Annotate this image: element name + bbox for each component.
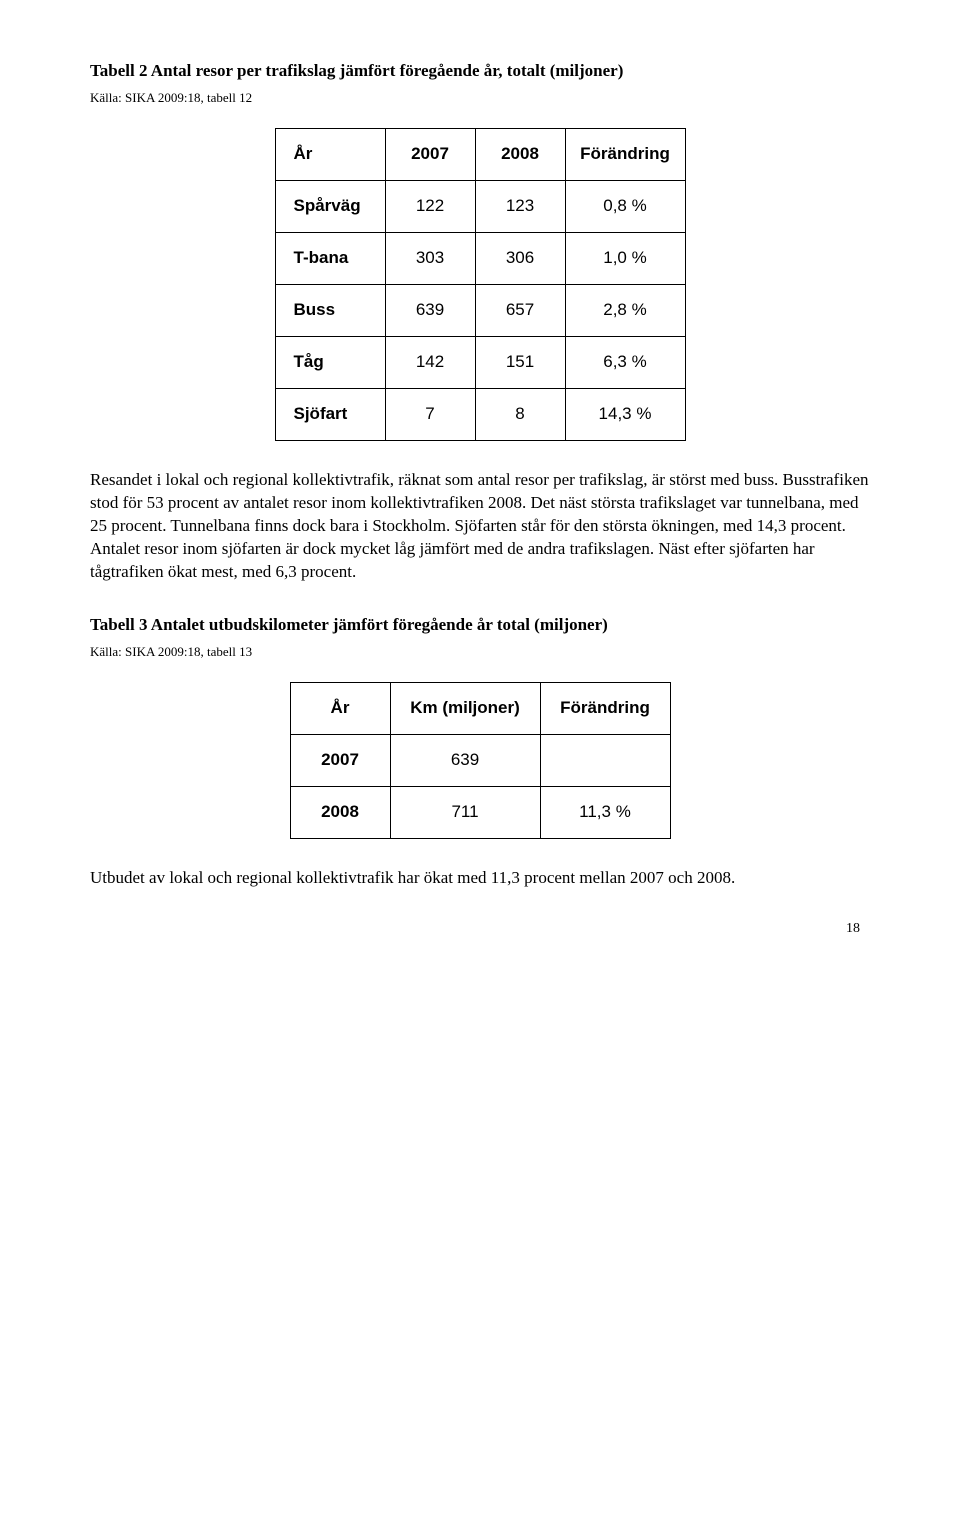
cell-2007: 122: [385, 181, 475, 233]
table1-title: Tabell 2 Antal resor per trafikslag jämf…: [90, 60, 870, 83]
table-row: 2007 639: [290, 735, 670, 787]
table2-title: Tabell 3 Antalet utbudskilometer jämfört…: [90, 614, 870, 637]
cell-change: 6,3 %: [565, 337, 685, 389]
table-row: Tåg 142 151 6,3 %: [275, 337, 685, 389]
table-row: 2008 711 11,3 %: [290, 787, 670, 839]
table-row: T-bana 303 306 1,0 %: [275, 233, 685, 285]
cell-label: Spårväg: [275, 181, 385, 233]
cell-2007: 639: [385, 285, 475, 337]
cell-2007: 7: [385, 389, 475, 441]
table1-header-year: År: [275, 129, 385, 181]
table-row: År Km (miljoner) Förändring: [290, 683, 670, 735]
cell-2008: 8: [475, 389, 565, 441]
page-number: 18: [90, 920, 870, 939]
cell-change: 1,0 %: [565, 233, 685, 285]
table1: År 2007 2008 Förändring Spårväg 122 123 …: [275, 128, 686, 441]
paragraph-1: Resandet i lokal och regional kollektivt…: [90, 469, 870, 584]
cell-label: T-bana: [275, 233, 385, 285]
cell-2008: 306: [475, 233, 565, 285]
table-row: Buss 639 657 2,8 %: [275, 285, 685, 337]
cell-label: Buss: [275, 285, 385, 337]
cell-2008: 123: [475, 181, 565, 233]
cell-year: 2007: [290, 735, 390, 787]
table1-source: Källa: SIKA 2009:18, tabell 12: [90, 89, 870, 107]
table2-source: Källa: SIKA 2009:18, tabell 13: [90, 643, 870, 661]
table-row: Sjöfart 7 8 14,3 %: [275, 389, 685, 441]
cell-label: Sjöfart: [275, 389, 385, 441]
table1-header-2008: 2008: [475, 129, 565, 181]
cell-km: 639: [390, 735, 540, 787]
table2-header-km: Km (miljoner): [390, 683, 540, 735]
cell-year: 2008: [290, 787, 390, 839]
table2-header-year: År: [290, 683, 390, 735]
cell-change: [540, 735, 670, 787]
table1-header-2007: 2007: [385, 129, 475, 181]
cell-2007: 303: [385, 233, 475, 285]
cell-change: 0,8 %: [565, 181, 685, 233]
cell-2007: 142: [385, 337, 475, 389]
cell-km: 711: [390, 787, 540, 839]
table-row: Spårväg 122 123 0,8 %: [275, 181, 685, 233]
cell-change: 2,8 %: [565, 285, 685, 337]
table2: År Km (miljoner) Förändring 2007 639 200…: [290, 682, 671, 839]
table-row: År 2007 2008 Förändring: [275, 129, 685, 181]
table1-header-change: Förändring: [565, 129, 685, 181]
cell-label: Tåg: [275, 337, 385, 389]
cell-2008: 657: [475, 285, 565, 337]
cell-change: 14,3 %: [565, 389, 685, 441]
cell-2008: 151: [475, 337, 565, 389]
table2-header-change: Förändring: [540, 683, 670, 735]
paragraph-2: Utbudet av lokal och regional kollektivt…: [90, 867, 870, 890]
cell-change: 11,3 %: [540, 787, 670, 839]
